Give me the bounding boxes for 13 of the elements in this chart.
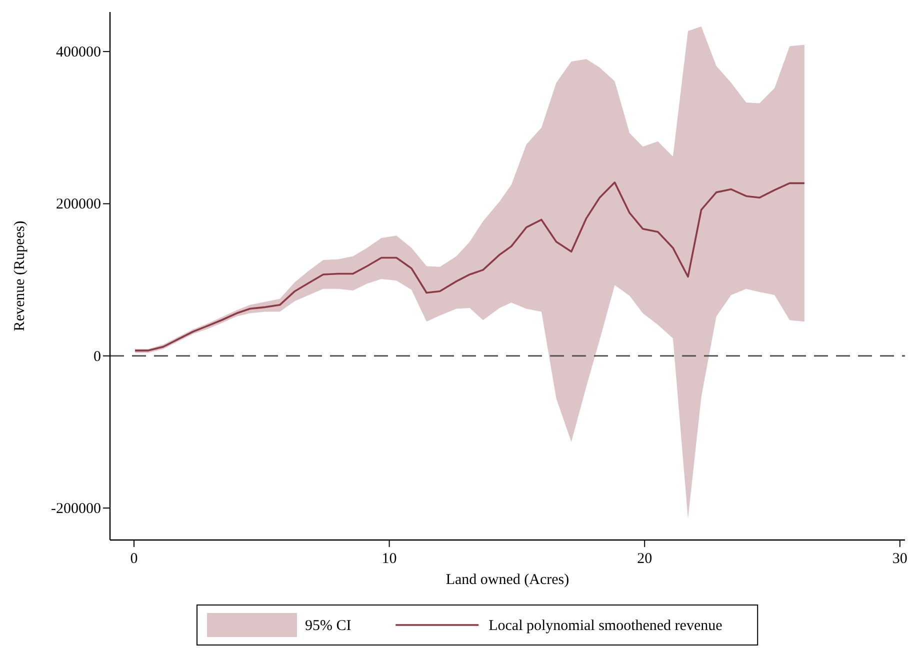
- x-tick-label: 10: [382, 551, 397, 567]
- y-axis-title: Revenue (Rupees): [12, 220, 28, 332]
- line-series: [134, 182, 806, 352]
- y-tick-label: 0: [94, 348, 101, 365]
- x-tick-label: 0: [130, 551, 138, 567]
- y-tick-label: -200000: [51, 501, 101, 518]
- text: 95% CI: [305, 618, 352, 634]
- x-tick-label: 30: [892, 551, 908, 567]
- y-tick-label: 200000: [56, 196, 101, 213]
- y-tick-label: 400000: [56, 44, 101, 61]
- x-axis-title: Land owned (Acres): [446, 572, 570, 588]
- text: Local polynomial smoothened revenue: [488, 618, 723, 634]
- x-tick-label: 20: [637, 551, 652, 567]
